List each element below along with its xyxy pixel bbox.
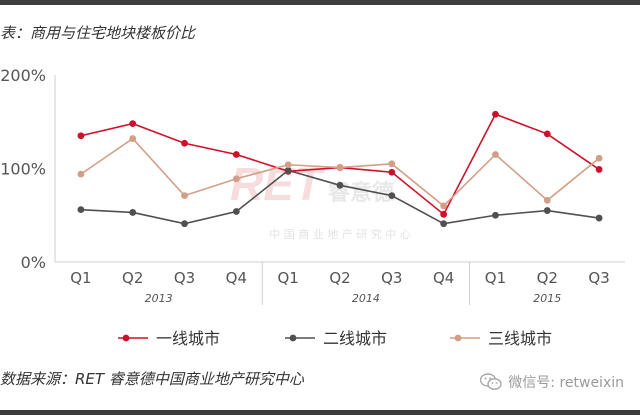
data-point bbox=[77, 170, 85, 178]
data-point bbox=[232, 151, 240, 158]
x-tick-label: Q2 bbox=[122, 269, 143, 287]
x-tick-label: Q4 bbox=[433, 269, 454, 287]
data-point bbox=[388, 160, 396, 168]
top-rule bbox=[0, 0, 640, 5]
x-tick-label: Q1 bbox=[70, 269, 91, 287]
data-point bbox=[492, 110, 499, 118]
wechat-icon bbox=[480, 373, 502, 390]
legend-label: 一线城市 bbox=[156, 329, 220, 348]
bottom-rule bbox=[0, 410, 640, 415]
data-point bbox=[77, 206, 85, 214]
wechat-label: 微信号: retweixin bbox=[508, 375, 624, 391]
data-point bbox=[595, 154, 603, 162]
x-tick-label: Q2 bbox=[329, 269, 350, 287]
data-point bbox=[129, 135, 137, 142]
x-tick-label: Q3 bbox=[588, 269, 609, 287]
data-point bbox=[388, 192, 396, 200]
data-point bbox=[129, 120, 137, 128]
data-point bbox=[336, 181, 344, 189]
y-tick-label: 100% bbox=[0, 160, 46, 179]
data-point bbox=[284, 166, 292, 174]
legend-marker bbox=[122, 334, 130, 342]
data-point bbox=[492, 211, 499, 219]
legend-label: 二线城市 bbox=[323, 329, 387, 348]
x-tick-label: Q2 bbox=[537, 269, 558, 287]
year-label: 2014 bbox=[352, 292, 380, 305]
x-tick-label: Q1 bbox=[485, 269, 506, 287]
data-point bbox=[440, 202, 448, 210]
x-tick-label: Q3 bbox=[381, 269, 402, 287]
data-source: 数据来源：RET 睿意德中国商业地产研究中心 bbox=[0, 370, 304, 388]
data-point bbox=[595, 166, 603, 173]
data-point bbox=[181, 220, 188, 228]
data-point bbox=[181, 192, 188, 200]
data-point bbox=[595, 214, 603, 222]
data-point bbox=[543, 207, 551, 214]
data-point bbox=[284, 161, 292, 169]
data-point bbox=[388, 168, 396, 176]
x-tick-label: Q3 bbox=[174, 269, 195, 287]
data-point bbox=[543, 130, 551, 138]
data-point bbox=[492, 151, 499, 158]
legend-marker bbox=[454, 334, 462, 342]
year-label: 2015 bbox=[533, 292, 561, 305]
y-tick-label: 200% bbox=[0, 66, 46, 85]
chart-title: 表：商用与住宅地块楼板价比 bbox=[0, 24, 196, 42]
data-point bbox=[336, 164, 344, 171]
x-tick-label: Q4 bbox=[226, 269, 247, 287]
legend-marker bbox=[289, 334, 297, 342]
data-point bbox=[77, 132, 85, 140]
legend-label: 三线城市 bbox=[488, 329, 552, 348]
data-point bbox=[181, 139, 188, 147]
x-tick-label: Q1 bbox=[278, 269, 299, 287]
data-point bbox=[440, 220, 448, 228]
data-point bbox=[440, 210, 448, 218]
data-point bbox=[129, 209, 137, 216]
data-point bbox=[543, 196, 551, 204]
year-label: 2013 bbox=[145, 292, 173, 305]
watermark-subtitle: 中 国 商 业 地 产 研 究 中 心 bbox=[269, 227, 410, 241]
wechat-id: 微信号: retweixin bbox=[480, 372, 624, 392]
data-point bbox=[232, 208, 240, 215]
y-tick-label: 0% bbox=[21, 253, 46, 272]
data-point bbox=[232, 175, 240, 183]
